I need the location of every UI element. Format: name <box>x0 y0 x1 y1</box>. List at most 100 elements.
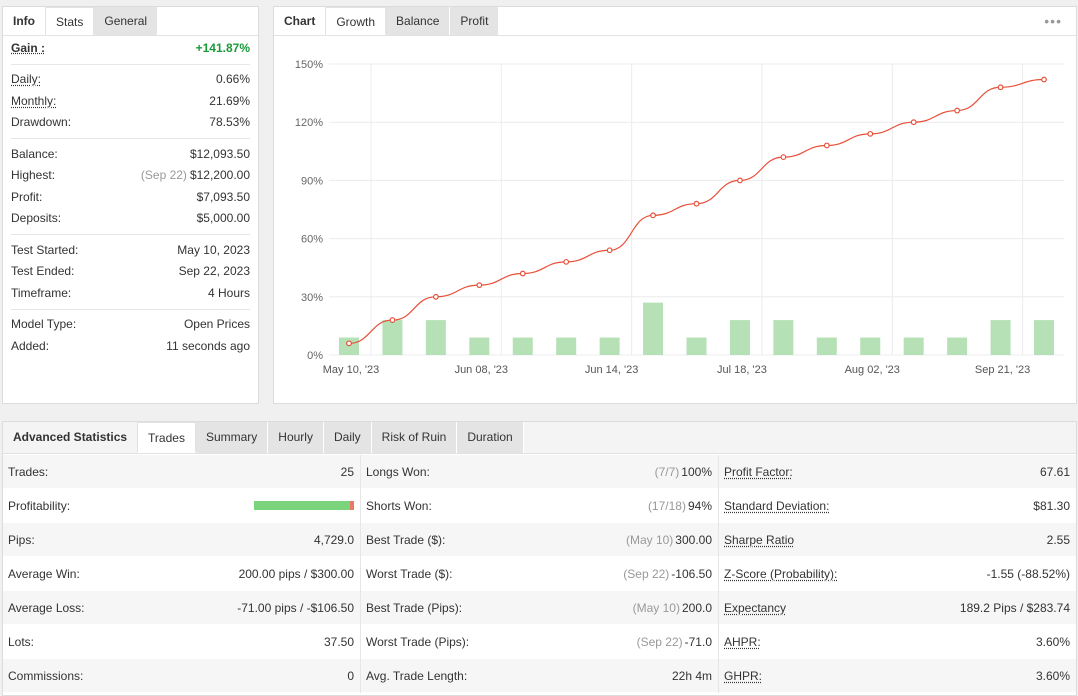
stat-value: 25 <box>340 464 354 479</box>
test-started-value: May 10, 2023 <box>177 242 250 257</box>
stat-label: Longs Won: <box>366 464 430 479</box>
stat-label: Trades: <box>8 464 49 479</box>
stat-value: 4,729.0 <box>313 532 354 547</box>
tab-info[interactable]: Info <box>3 7 45 35</box>
stat-value-wrap: (Sep 22) -71.0 <box>637 635 712 649</box>
data-point <box>867 130 874 137</box>
stat-note: (May 10) <box>625 532 674 547</box>
data-point <box>693 200 700 207</box>
timeframe-row: Timeframe: 4 Hours <box>11 282 250 304</box>
stat-value: 37.50 <box>323 634 354 649</box>
stat-value: 200.0 <box>681 600 712 615</box>
tab-summary[interactable]: Summary <box>195 422 269 453</box>
divider <box>11 308 250 310</box>
more-options-icon[interactable]: ••• <box>1044 13 1062 29</box>
table-row: Profit Factor: 67.61 <box>719 455 1076 489</box>
bar <box>729 320 750 355</box>
tab-general[interactable]: General <box>94 7 159 35</box>
stat-label[interactable]: GHPR: <box>724 668 763 683</box>
stat-label: Pips: <box>8 532 35 547</box>
tab-risk-of-ruin[interactable]: Risk of Ruin <box>371 422 458 453</box>
info-body: Gain : +141.87% Daily: 0.66% Monthly: 21… <box>11 37 250 357</box>
table-row: Pips: 4,729.0 <box>3 523 360 557</box>
balance-value: $12,093.50 <box>189 146 250 161</box>
tab-balance[interactable]: Balance <box>386 7 451 35</box>
x-tick-label: May 10, '23 <box>323 364 380 376</box>
data-point <box>737 177 743 184</box>
adv-tabs: Advanced Statistics Trades Summary Hourl… <box>3 422 1076 454</box>
stat-label[interactable]: Sharpe Ratio <box>724 532 795 547</box>
stat-note: (Sep 22) <box>623 566 670 581</box>
test-ended-row: Test Ended: Sep 22, 2023 <box>11 261 250 283</box>
y-tick-label: 120% <box>295 117 323 129</box>
monthly-label[interactable]: Monthly: <box>11 93 57 108</box>
bar <box>773 320 794 355</box>
data-point <box>476 282 483 289</box>
daily-value: 0.66% <box>215 72 250 87</box>
bar <box>816 337 837 355</box>
stat-value: 22h 4m <box>671 668 712 683</box>
bar <box>1034 320 1054 355</box>
added-label: Added: <box>11 338 50 353</box>
tab-advanced-statistics[interactable]: Advanced Statistics <box>3 422 138 453</box>
tab-growth[interactable]: Growth <box>325 7 387 35</box>
table-row: Z-Score (Probability): -1.55 (-88.52%) <box>719 557 1076 591</box>
table-row: Expectancy 189.2 Pips / $283.74 <box>719 591 1076 625</box>
balance-row: Balance: $12,093.50 <box>11 143 250 165</box>
table-row: Trades: 25 <box>3 455 360 489</box>
stat-label: Shorts Won: <box>366 498 432 513</box>
timeframe-label: Timeframe: <box>11 285 72 300</box>
table-row: Sharpe Ratio 2.55 <box>719 523 1076 557</box>
profit-row: Profit: $7,093.50 <box>11 186 250 208</box>
stat-label[interactable]: Z-Score (Probability): <box>724 566 838 581</box>
stat-note: (7/7) <box>654 464 680 479</box>
chart-panel: Chart Growth Balance Profit ••• 150% 120%… <box>273 6 1077 404</box>
stat-label[interactable]: Standard Deviation: <box>724 498 830 513</box>
bar <box>556 337 577 355</box>
model-type-row: Model Type: Open Prices <box>11 314 250 336</box>
stat-label: Profitability: <box>8 498 71 513</box>
stat-value: 200.00 pips / $300.00 <box>238 566 354 581</box>
bar <box>469 337 490 355</box>
bar <box>947 337 968 355</box>
bar <box>643 302 664 355</box>
tab-daily[interactable]: Daily <box>323 422 372 453</box>
gain-row: Gain : +141.87% <box>11 37 250 59</box>
divider <box>11 138 250 139</box>
stat-note: (May 10) <box>632 600 680 615</box>
stat-label[interactable]: AHPR: <box>724 634 761 649</box>
stat-value: -1.55 (-88.52%) <box>986 566 1070 581</box>
stat-value: 94% <box>687 498 712 513</box>
highest-date: (Sep 22) <box>140 168 187 183</box>
test-started-row: Test Started: May 10, 2023 <box>11 239 250 261</box>
tab-profit[interactable]: Profit <box>450 7 500 35</box>
daily-row: Daily: 0.66% <box>11 69 250 91</box>
stat-value: -71.00 pips / -$106.50 <box>237 600 354 615</box>
y-tick-label: 150% <box>295 59 323 71</box>
stat-label[interactable]: Profit Factor: <box>724 464 793 479</box>
timeframe-value: 4 Hours <box>207 285 250 300</box>
gain-value: +141.87% <box>195 40 250 55</box>
data-point <box>606 247 613 254</box>
table-row: AHPR: 3.60% <box>719 625 1076 659</box>
tab-trades[interactable]: Trades <box>137 422 196 453</box>
daily-label[interactable]: Daily: <box>11 72 42 87</box>
x-tick-label: Jun 08, '23 <box>455 364 508 376</box>
tab-duration[interactable]: Duration <box>457 422 524 453</box>
stat-label[interactable]: Expectancy <box>724 600 787 615</box>
gain-label[interactable]: Gain : <box>11 40 46 55</box>
test-ended-label: Test Ended: <box>11 264 75 279</box>
tab-chart[interactable]: Chart <box>274 7 326 35</box>
table-row: Shorts Won: (17/18) 94% <box>361 489 718 523</box>
stat-value: -71.0 <box>684 634 712 649</box>
bar <box>512 337 533 355</box>
y-tick-label: 30% <box>301 292 323 304</box>
table-row: GHPR: 3.60% <box>719 659 1076 693</box>
tab-stats[interactable]: Stats <box>45 7 95 35</box>
table-row: Worst Trade ($): (Sep 22) -106.50 <box>361 557 718 591</box>
x-tick-label: Jul 18, '23 <box>717 364 767 376</box>
data-point <box>823 142 830 149</box>
tab-hourly[interactable]: Hourly <box>268 422 324 453</box>
bar <box>990 320 1011 355</box>
deposits-value: $5,000.00 <box>196 211 250 226</box>
